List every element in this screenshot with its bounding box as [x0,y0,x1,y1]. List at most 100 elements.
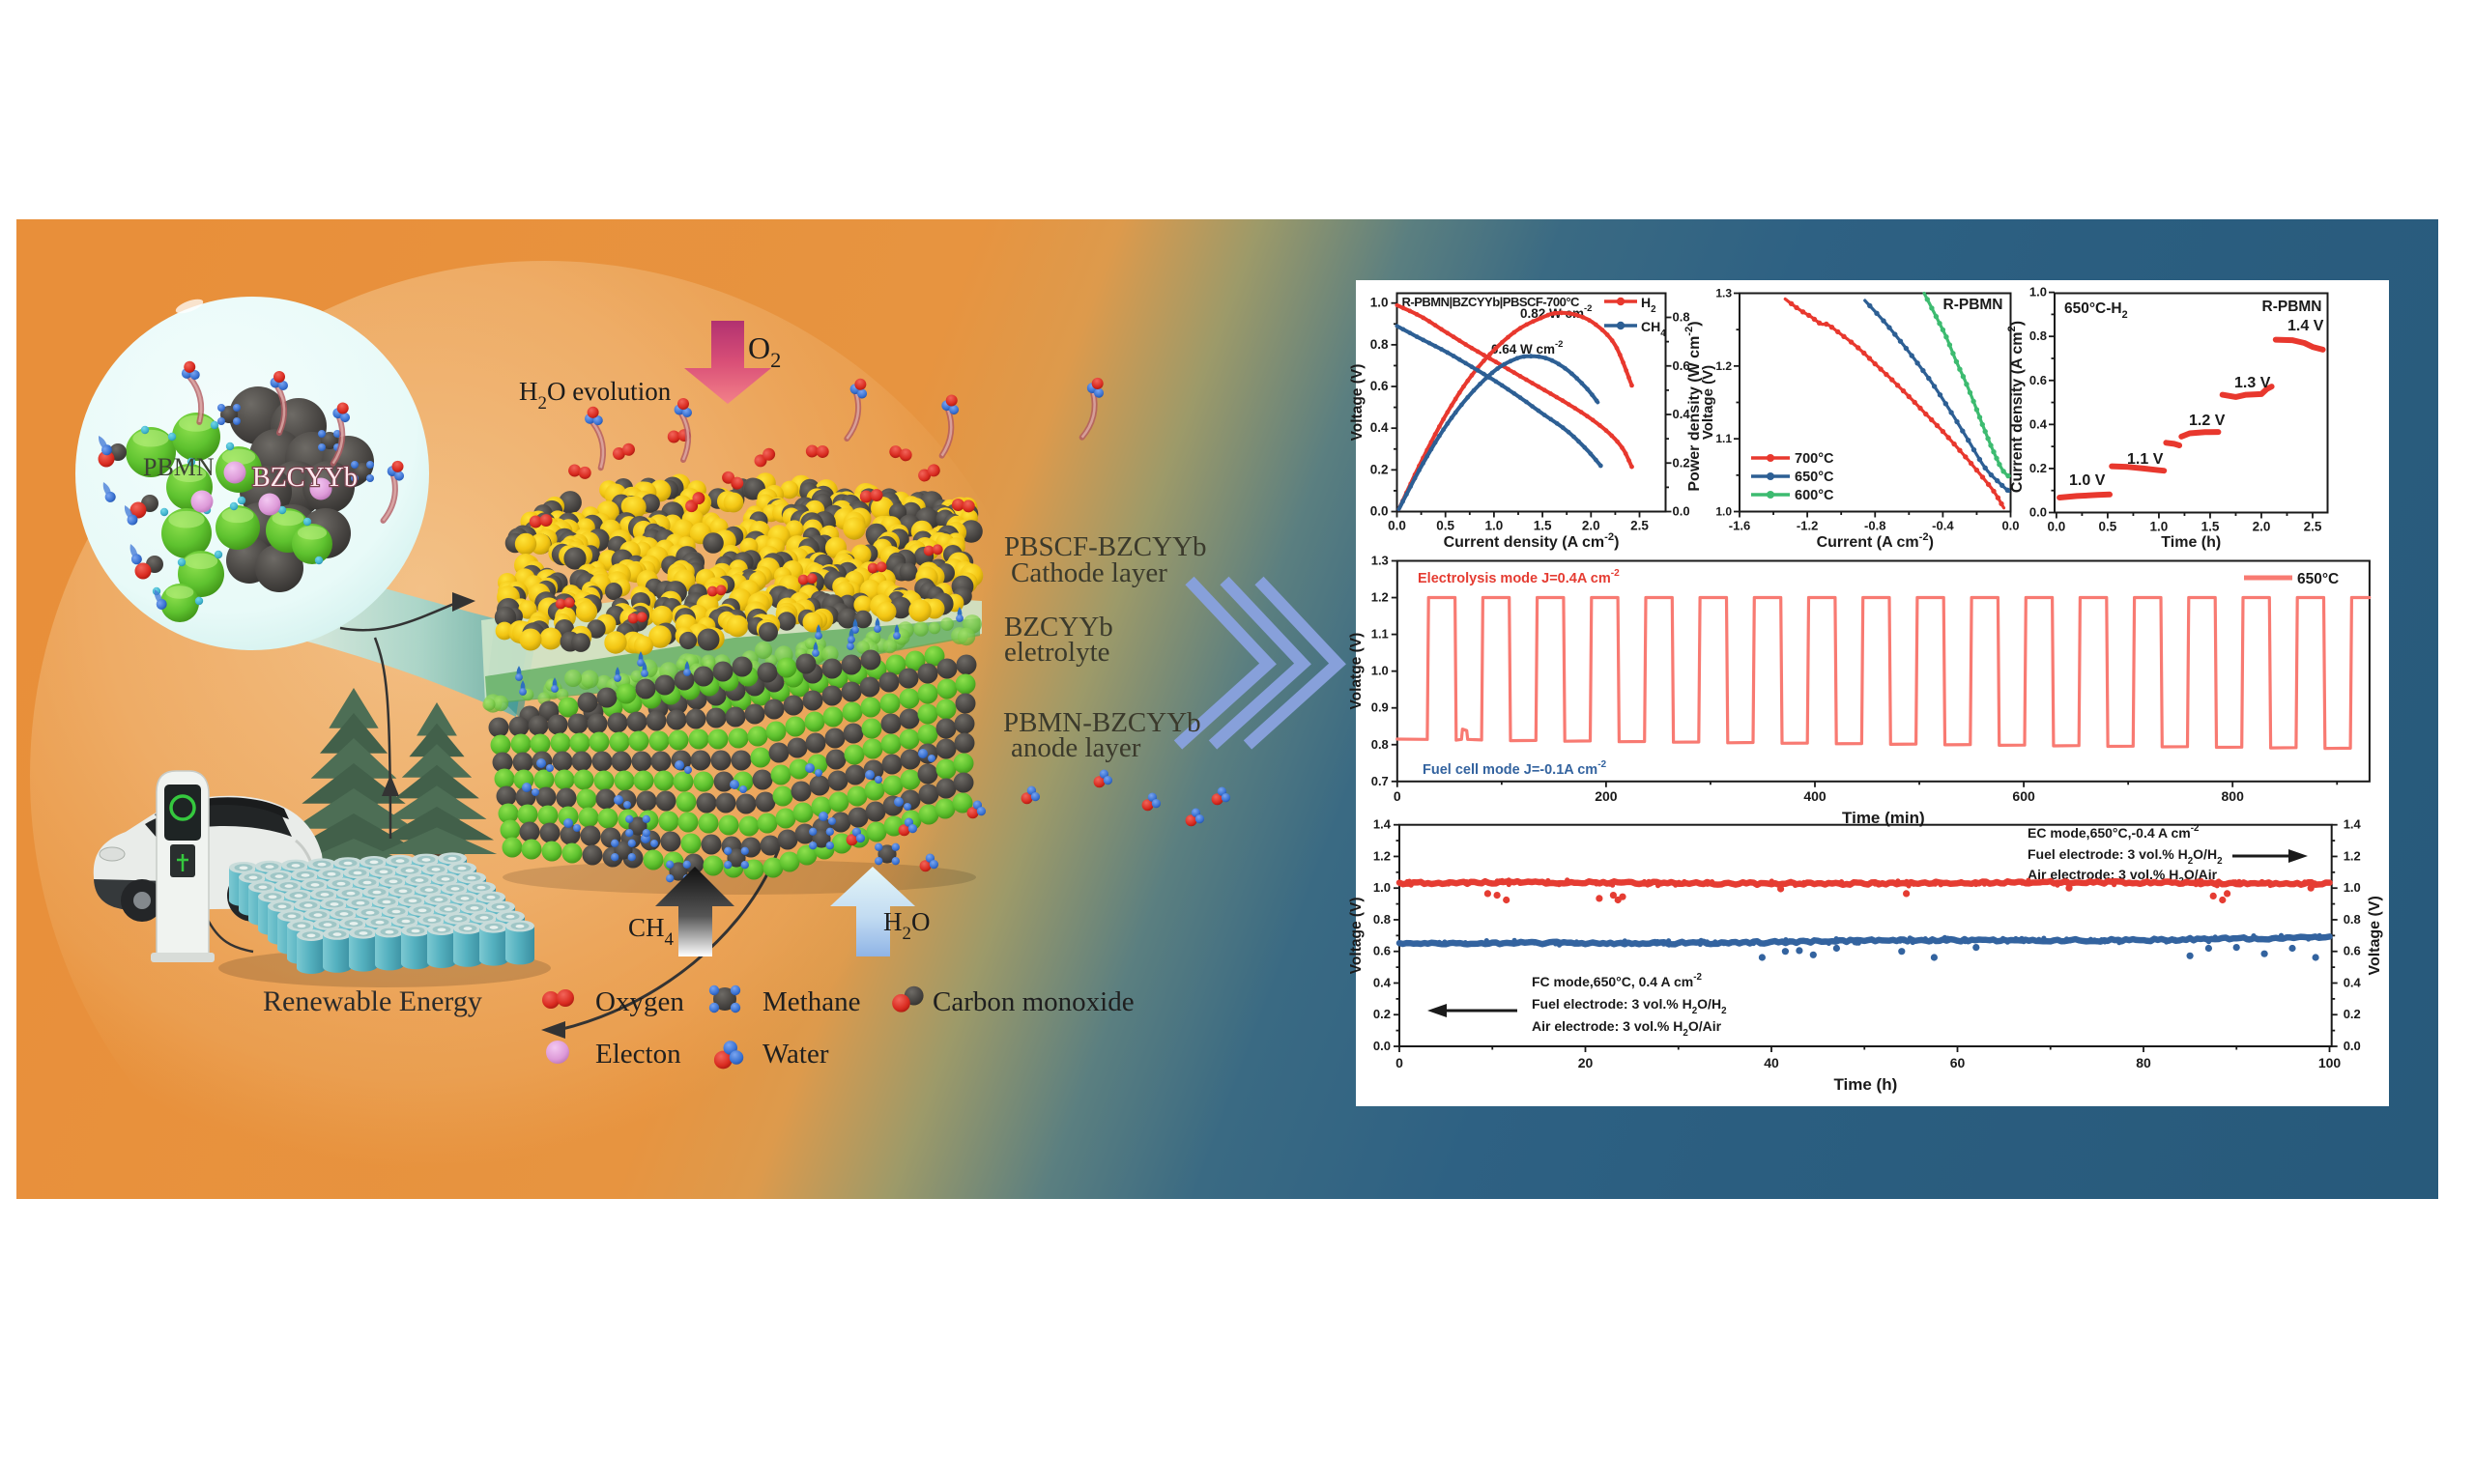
svg-text:0.5: 0.5 [1436,519,1454,533]
svg-text:0.64 W cm-2​: 0.64 W cm-2​ [1491,339,1563,357]
svg-text:1.2 V: 1.2 V [2189,413,2226,429]
svg-text:0.0: 0.0 [1673,504,1690,519]
svg-text:Methane: Methane [762,986,860,1017]
svg-text:0.0: 0.0 [2029,505,2047,520]
svg-text:-1.2: -1.2 [1797,519,1818,533]
svg-text:Electon: Electon [595,1039,681,1070]
svg-text:Fuel electrode: 3 vol.% H2​O/H: Fuel electrode: 3 vol.% H2​O/H2​ [2028,846,2223,867]
svg-text:1.4: 1.4 [2344,817,2362,832]
svg-text:0.2: 0.2 [1370,462,1389,476]
svg-text:650°C: 650°C [2297,571,2339,587]
svg-text:600°C: 600°C [1795,488,1834,503]
svg-text:0.8: 0.8 [1673,310,1690,325]
svg-text:0.6: 0.6 [1370,379,1389,393]
svg-text:eletrolyte: eletrolyte [1004,637,1110,668]
svg-text:1.5: 1.5 [2201,520,2220,534]
svg-text:Carbon monoxide: Carbon monoxide [933,986,1135,1017]
svg-text:0.6: 0.6 [1373,944,1391,958]
svg-text:0.0: 0.0 [2344,1039,2361,1053]
svg-text:60: 60 [1950,1055,1966,1070]
svg-text:PBMN-BZCYYb: PBMN-BZCYYb [1003,707,1201,738]
svg-text:Voltage (V): Voltage (V) [2367,896,2383,975]
svg-text:700°C: 700°C [1795,451,1834,467]
svg-text:0.6: 0.6 [1673,358,1690,373]
svg-text:R-PBMN: R-PBMN [2262,299,2322,315]
svg-text:40: 40 [1764,1055,1779,1070]
svg-text:CH4​: CH4​ [1641,319,1666,339]
svg-text:1.2: 1.2 [1715,359,1732,373]
svg-text:1.4 V: 1.4 V [2287,318,2324,334]
svg-text:400: 400 [1803,788,1827,804]
svg-text:FC mode,650°C, 0.4 A cm-2​: FC mode,650°C, 0.4 A cm-2​ [1532,972,1702,989]
svg-text:0.8: 0.8 [1371,737,1389,752]
svg-text:80: 80 [2136,1055,2151,1070]
svg-text:0.4: 0.4 [2344,975,2362,989]
svg-text:PBSCF-BZCYYb: PBSCF-BZCYYb [1004,531,1207,562]
svg-text:0.6: 0.6 [2029,373,2047,387]
svg-text:Electrolysis mode J=0.4A cm-2​: Electrolysis mode J=0.4A cm-2​ [1418,568,1620,586]
svg-text:Volatge (V): Volatge (V) [1348,633,1365,710]
svg-text:-0.8: -0.8 [1864,519,1885,533]
svg-text:1.1: 1.1 [1371,627,1389,642]
svg-text:1.0: 1.0 [1370,296,1389,310]
svg-text:800: 800 [2222,788,2245,804]
svg-text:0.6: 0.6 [2344,944,2361,958]
svg-text:2.0: 2.0 [2253,520,2271,534]
svg-text:Air electrode: 3 vol.% H2​O/Ai: Air electrode: 3 vol.% H2​O/Air [1532,1018,1722,1039]
svg-text:0.8: 0.8 [2029,328,2047,343]
svg-text:0.2: 0.2 [2029,461,2047,475]
svg-text:-1.6: -1.6 [1729,519,1750,533]
svg-text:Cathode layer: Cathode layer [1011,557,1167,588]
svg-text:Voltage (V): Voltage (V) [1700,365,1716,440]
svg-text:650°C-H2​: 650°C-H2​ [2064,300,2128,321]
svg-text:Oxygen: Oxygen [595,986,684,1017]
svg-text:0.0: 0.0 [1370,504,1389,519]
svg-text:650°C: 650°C [1795,470,1834,485]
svg-text:100: 100 [2318,1055,2342,1070]
svg-text:0.8: 0.8 [1370,337,1389,352]
svg-text:1.0: 1.0 [1371,664,1389,678]
svg-text:0.0: 0.0 [1388,519,1406,533]
svg-text:Current (A cm-2​): Current (A cm-2​) [1817,531,1934,551]
svg-text:0: 0 [1394,788,1401,804]
svg-text:PBMN: PBMN [143,453,215,481]
svg-text:20: 20 [1578,1055,1594,1070]
svg-text:1.0: 1.0 [2029,285,2047,300]
svg-text:200: 200 [1595,788,1618,804]
svg-text:2.0: 2.0 [1582,519,1600,533]
svg-text:BZCYYb: BZCYYb [1004,612,1113,642]
svg-text:Power density (W cm-2​): Power density (W cm-2​) [1683,321,1703,491]
svg-text:0.2: 0.2 [1673,455,1690,470]
svg-text:1.0: 1.0 [1373,880,1391,895]
svg-text:0.9: 0.9 [1371,700,1389,715]
svg-text:1.5: 1.5 [1534,519,1552,533]
svg-text:Fuel cell mode J=-0.1A cm-2​: Fuel cell mode J=-0.1A cm-2​ [1423,759,1607,778]
svg-text:Fuel electrode: 3 vol.% H2​O/H: Fuel electrode: 3 vol.% H2​O/H2​ [1532,996,1727,1016]
svg-text:Time (h): Time (h) [2161,534,2221,551]
svg-text:-0.4: -0.4 [1932,519,1954,533]
svg-text:Water: Water [762,1039,829,1070]
svg-text:0.4: 0.4 [1370,420,1389,435]
svg-text:0.4: 0.4 [2029,416,2048,431]
svg-text:1.0: 1.0 [1715,505,1732,519]
svg-text:600: 600 [2012,788,2035,804]
svg-text:1.2: 1.2 [1371,590,1389,605]
svg-text:0.8: 0.8 [2344,912,2361,927]
svg-text:0.5: 0.5 [2099,520,2117,534]
svg-text:anode layer: anode layer [1011,732,1141,763]
svg-text:Time (h): Time (h) [1833,1075,1897,1094]
svg-text:1.2: 1.2 [1373,848,1391,863]
svg-text:0.7: 0.7 [1371,774,1389,788]
svg-text:1.2: 1.2 [2344,848,2361,863]
svg-text:1.0: 1.0 [2150,520,2169,534]
svg-text:0: 0 [1395,1055,1403,1070]
svg-text:R-PBMN|BZCYYb|PBSCF-700°C: R-PBMN|BZCYYb|PBSCF-700°C [1402,295,1581,309]
svg-text:2.5: 2.5 [1630,519,1649,533]
svg-text:Voltage (V): Voltage (V) [1349,364,1366,442]
svg-text:1.0 V: 1.0 V [2069,472,2106,489]
svg-text:1.3: 1.3 [1371,554,1389,568]
svg-text:BZCYYb: BZCYYb [252,463,358,493]
svg-text:Current density (A cm-2​): Current density (A cm-2​) [1444,531,1620,551]
svg-text:0.4: 0.4 [1373,975,1392,989]
svg-text:0.0: 0.0 [1373,1039,1391,1053]
